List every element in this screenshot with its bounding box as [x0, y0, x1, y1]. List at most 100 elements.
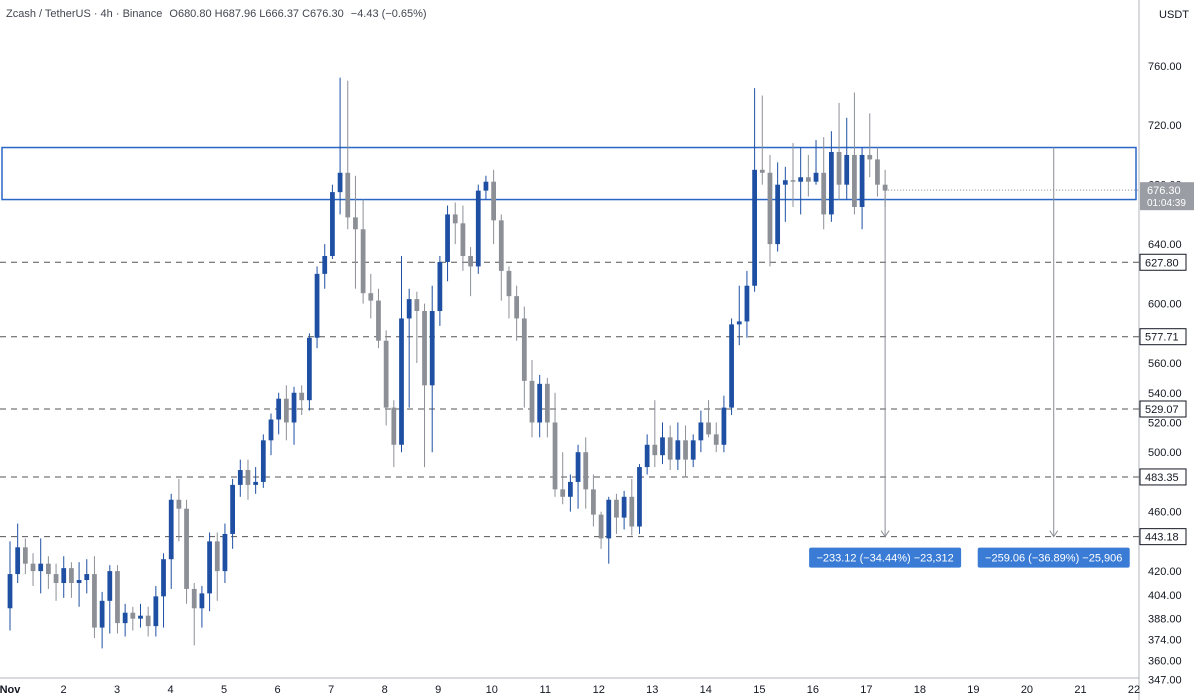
- candle-body: [422, 311, 427, 386]
- candle-body: [38, 563, 44, 572]
- level-tag-box: [1139, 253, 1187, 271]
- candle: [30, 553, 36, 586]
- y-tick-label: 760.00: [1148, 61, 1182, 73]
- candle-body: [744, 285, 750, 322]
- candle-body: [652, 444, 658, 456]
- candle: [322, 244, 328, 289]
- candle-body: [253, 481, 259, 485]
- candle: [399, 256, 404, 453]
- candle: [99, 591, 105, 649]
- candle-body: [61, 568, 67, 583]
- candle: [767, 154, 773, 267]
- candle-body: [598, 514, 604, 539]
- x-tick-label: 8: [382, 684, 388, 696]
- price-axis[interactable]: 760.00720.00680.00640.00600.00560.00540.…: [885, 61, 1194, 687]
- candle-body: [414, 299, 420, 312]
- candle-body: [836, 151, 842, 185]
- candle: [437, 256, 443, 326]
- candle: [798, 147, 804, 215]
- candle-body: [153, 596, 159, 627]
- candle: [698, 410, 704, 453]
- candle-body: [84, 574, 90, 581]
- candle: [544, 377, 550, 438]
- candle-body: [475, 190, 481, 267]
- candle: [652, 400, 658, 468]
- x-tick-label: 19: [967, 684, 979, 696]
- candle-body: [591, 489, 596, 515]
- projections: −233.12 (−34.44%) −23,312 −259.06 (−36.89…: [809, 147, 1130, 568]
- projection-arrow: [880, 530, 890, 538]
- y-tick-label: 347.00: [1148, 675, 1182, 687]
- x-tick-label: 13: [646, 684, 658, 696]
- x-tick-label: 2: [60, 684, 66, 696]
- candle-body: [207, 541, 212, 594]
- candle-body: [514, 296, 520, 319]
- candle: [598, 511, 604, 549]
- candle: [759, 95, 765, 185]
- candle-body: [237, 470, 243, 485]
- resistance-zone-box: [1, 146, 1137, 201]
- candle-body: [92, 574, 97, 628]
- x-tick-label: 9: [435, 684, 441, 696]
- candle-body: [483, 181, 489, 191]
- candle: [191, 582, 197, 646]
- candle-body: [376, 300, 381, 341]
- candle: [445, 205, 450, 282]
- candle: [214, 532, 220, 601]
- candle-body: [621, 496, 627, 518]
- candle-body: [161, 559, 166, 597]
- x-tick-label: 12: [593, 684, 605, 696]
- candle-body: [813, 172, 819, 182]
- y-tick-label: 720.00: [1148, 120, 1182, 132]
- candle: [683, 425, 688, 478]
- x-tick-label: 16: [807, 684, 819, 696]
- projection-2: −259.06 (−36.89%) −25,906: [977, 147, 1130, 568]
- candle: [53, 563, 59, 601]
- y-tick-label: 420.00: [1148, 566, 1182, 578]
- candle: [46, 556, 51, 589]
- level-tag-box: [1139, 400, 1187, 418]
- candle: [644, 434, 650, 475]
- candle-body: [138, 615, 143, 619]
- candle-body: [767, 172, 773, 245]
- candle-body: [875, 159, 880, 185]
- candle: [222, 523, 228, 583]
- candle-body: [276, 398, 282, 420]
- candle-body: [759, 169, 765, 173]
- candle-body: [752, 169, 757, 286]
- level-tag-text: 529.07: [1145, 404, 1179, 416]
- candle: [867, 113, 873, 178]
- candle: [706, 400, 711, 438]
- candle-body: [283, 398, 289, 423]
- candle: [414, 291, 420, 364]
- x-tick-label: 15: [753, 684, 765, 696]
- support-levels: [0, 261, 1139, 538]
- candle: [330, 184, 335, 259]
- time-axis[interactable]: Nov 2 3 4 5 6 7 8 9 10 11 12 13 14 15 16 17 18 19 20 21 22: [0, 684, 1140, 696]
- candle: [498, 214, 504, 301]
- candle: [875, 147, 880, 197]
- level-tag-box: [1139, 528, 1187, 546]
- y-tick-label: 640.00: [1148, 239, 1182, 251]
- candle: [115, 565, 120, 634]
- candle-body: [537, 383, 543, 423]
- projection-arrow: [1049, 530, 1059, 538]
- candle-body: [805, 177, 811, 182]
- candle: [184, 499, 189, 604]
- candle-body: [706, 422, 711, 435]
- candle: [621, 490, 627, 530]
- candle: [529, 360, 535, 438]
- y-tick-label: 560.00: [1148, 358, 1182, 370]
- candle-body: [713, 434, 719, 445]
- candle-body: [660, 437, 665, 456]
- candle: [675, 422, 681, 471]
- candle-body: [184, 508, 189, 589]
- candle: [291, 386, 297, 445]
- candle-body: [468, 256, 473, 267]
- projection-label: −233.12 (−34.44%) −23,312: [816, 553, 953, 565]
- candle: [752, 88, 757, 292]
- last-price-countdown: 01:04:39: [1147, 198, 1186, 209]
- candle-body: [222, 533, 228, 572]
